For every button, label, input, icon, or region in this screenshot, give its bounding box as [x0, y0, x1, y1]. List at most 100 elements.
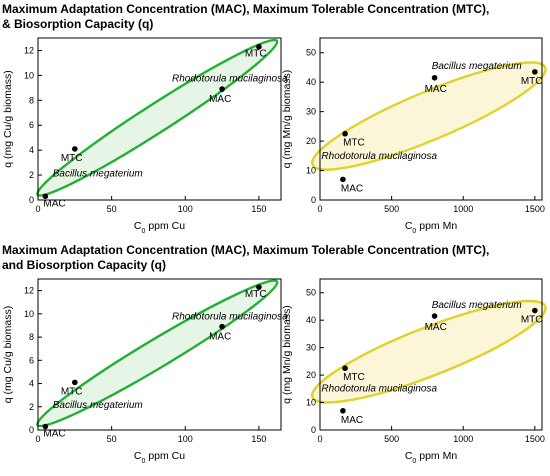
y-tick-label: 0: [29, 195, 34, 205]
mn-ellipse: [311, 299, 547, 404]
y-axis-title: q (mg Mn/g biomass): [281, 70, 293, 169]
y-tick-label: 12: [24, 45, 34, 55]
species-label: Rhodotorula mucilaginosa: [172, 74, 288, 85]
mn-chart-bottom: 0 500 1000 1500 0 10 20 30 40 50 C0 ppm Mn q (mg Mn…: [281, 278, 547, 465]
y-tick-label: 6: [29, 355, 34, 365]
y-tick-label: 4: [29, 379, 34, 389]
data-point-mtc: [342, 365, 348, 372]
y-tick-label: 50: [306, 288, 316, 298]
data-point-mtc: [256, 43, 262, 50]
cu-chart-top: 0 50 100 150 0 2 4 6 8 10 12 C0 ppm Cu q (mg Cu/g bi…: [2, 37, 288, 235]
figure-title-top-line2: & Biosorption Capacity (q): [2, 17, 154, 31]
point-label-mtc: MTC: [245, 289, 267, 300]
data-point-mac: [219, 323, 225, 330]
y-tick-label: 10: [306, 398, 316, 408]
x-tick-label: 1500: [525, 204, 545, 214]
x-tick-label: 1500: [525, 434, 545, 444]
data-point-mac: [42, 423, 49, 430]
figure-title-top-line1: Maximum Adaptation Concentration (MAC), …: [2, 2, 490, 16]
species-label: Bacillus megaterium: [53, 168, 143, 179]
point-label-mtc: MTC: [61, 153, 83, 164]
species-label: Bacillus megaterium: [432, 300, 522, 311]
y-tick-label: 30: [306, 343, 316, 353]
y-tick-label: 2: [29, 170, 34, 180]
cu-chart-bottom: 0 50 100 150 0 2 4 6 8 10 12 C0 ppm Cu q (mg Cu/g bi…: [2, 278, 288, 465]
data-point-mtc: [342, 130, 348, 137]
data-point-mtc: [532, 69, 538, 75]
x-tick-label: 500: [384, 204, 399, 214]
data-point-mac: [340, 407, 346, 414]
y-axis-title: q (mg Mn/g biomass): [281, 305, 293, 404]
x-axis-title: C0 ppm Cu: [134, 220, 185, 235]
mn-ellipse: [311, 61, 547, 171]
x-tick-label: 100: [178, 204, 193, 214]
point-label-mtc: MTC: [61, 386, 83, 397]
species-label: Bacillus megaterium: [432, 61, 522, 72]
x-tick-label: 1000: [453, 204, 473, 214]
point-label-mtc: MTC: [343, 372, 365, 383]
y-tick-label: 20: [306, 370, 316, 380]
y-tick-label: 40: [306, 77, 316, 87]
x-tick-label: 1000: [453, 434, 473, 444]
species-label: Bacillus megaterium: [53, 400, 143, 411]
y-tick-label: 10: [24, 70, 34, 80]
y-tick-label: 0: [29, 425, 34, 435]
figure-title-top: Maximum Adaptation Concentration (MAC), …: [2, 2, 548, 32]
data-point-mtc: [532, 307, 538, 314]
species-label: Rhodotorula mucilaginosa: [321, 151, 437, 162]
y-tick-label: 50: [306, 48, 316, 58]
y-tick-label: 10: [306, 166, 316, 176]
y-axis-title: q (mg Cu/g biomass): [2, 306, 14, 403]
y-tick-label: 0: [311, 425, 316, 435]
data-point-mac: [219, 86, 225, 92]
data-point-mac: [42, 193, 49, 200]
y-tick-label: 8: [29, 95, 34, 105]
plot-frame: [37, 37, 282, 201]
point-label-mac: MAC: [43, 198, 65, 209]
species-label: Rhodotorula mucilaginosa: [172, 312, 288, 323]
x-tick-label: 100: [178, 434, 193, 444]
x-tick-label: 0: [317, 204, 322, 214]
point-label-mac: MAC: [209, 332, 231, 343]
figure-title-bottom-line1: Maximum Adaptation Concentration (MAC), …: [2, 243, 490, 257]
point-label-mtc: MTC: [521, 76, 543, 87]
point-label-mac: MAC: [209, 94, 231, 105]
point-label-mac: MAC: [341, 183, 363, 194]
y-tick-label: 40: [306, 315, 316, 325]
x-tick-label: 50: [107, 204, 117, 214]
x-tick-label: 0: [317, 434, 322, 444]
point-label-mtc: MTC: [245, 49, 267, 60]
point-label-mac: MAC: [341, 415, 363, 426]
data-point-mtc: [256, 284, 262, 290]
plot-frame: [37, 278, 282, 431]
figure-title-bottom: Maximum Adaptation Concentration (MAC), …: [2, 243, 548, 273]
y-tick-label: 30: [306, 107, 316, 117]
point-label-mac: MAC: [425, 84, 447, 95]
plot-frame: [319, 37, 543, 201]
data-point-mac: [431, 74, 438, 81]
point-label-mac: MAC: [43, 429, 65, 440]
y-tick-label: 8: [29, 332, 34, 342]
species-label: Rhodotorula mucilaginosa: [321, 384, 437, 395]
x-tick-label: 150: [251, 434, 266, 444]
mn-chart-top: 0 500 1000 1500 0 10 20 30 40 50 C0 ppm Mn q (mg Mn…: [281, 37, 547, 235]
y-tick-label: 0: [311, 195, 316, 205]
x-axis-title: C0 ppm Cu: [134, 450, 185, 465]
figure-title-bottom-line2: and Biosorption Capacity (q): [2, 258, 167, 272]
x-axis-title: C0 ppm Mn: [405, 220, 458, 235]
y-tick-label: 6: [29, 120, 34, 130]
x-tick-label: 500: [384, 434, 399, 444]
data-point-mac: [340, 176, 346, 183]
data-point-mtc: [72, 146, 78, 152]
x-tick-label: 50: [107, 434, 117, 444]
y-tick-label: 4: [29, 145, 34, 155]
point-label-mtc: MTC: [521, 315, 543, 326]
y-tick-label: 20: [306, 136, 316, 146]
y-axis-title: q (mg Cu/g biomass): [2, 70, 14, 167]
data-point-mtc: [72, 379, 78, 386]
y-tick-label: 12: [24, 286, 34, 296]
point-label-mac: MAC: [425, 322, 447, 333]
y-tick-label: 10: [24, 309, 34, 319]
x-tick-label: 0: [35, 434, 40, 444]
x-tick-label: 150: [251, 204, 266, 214]
